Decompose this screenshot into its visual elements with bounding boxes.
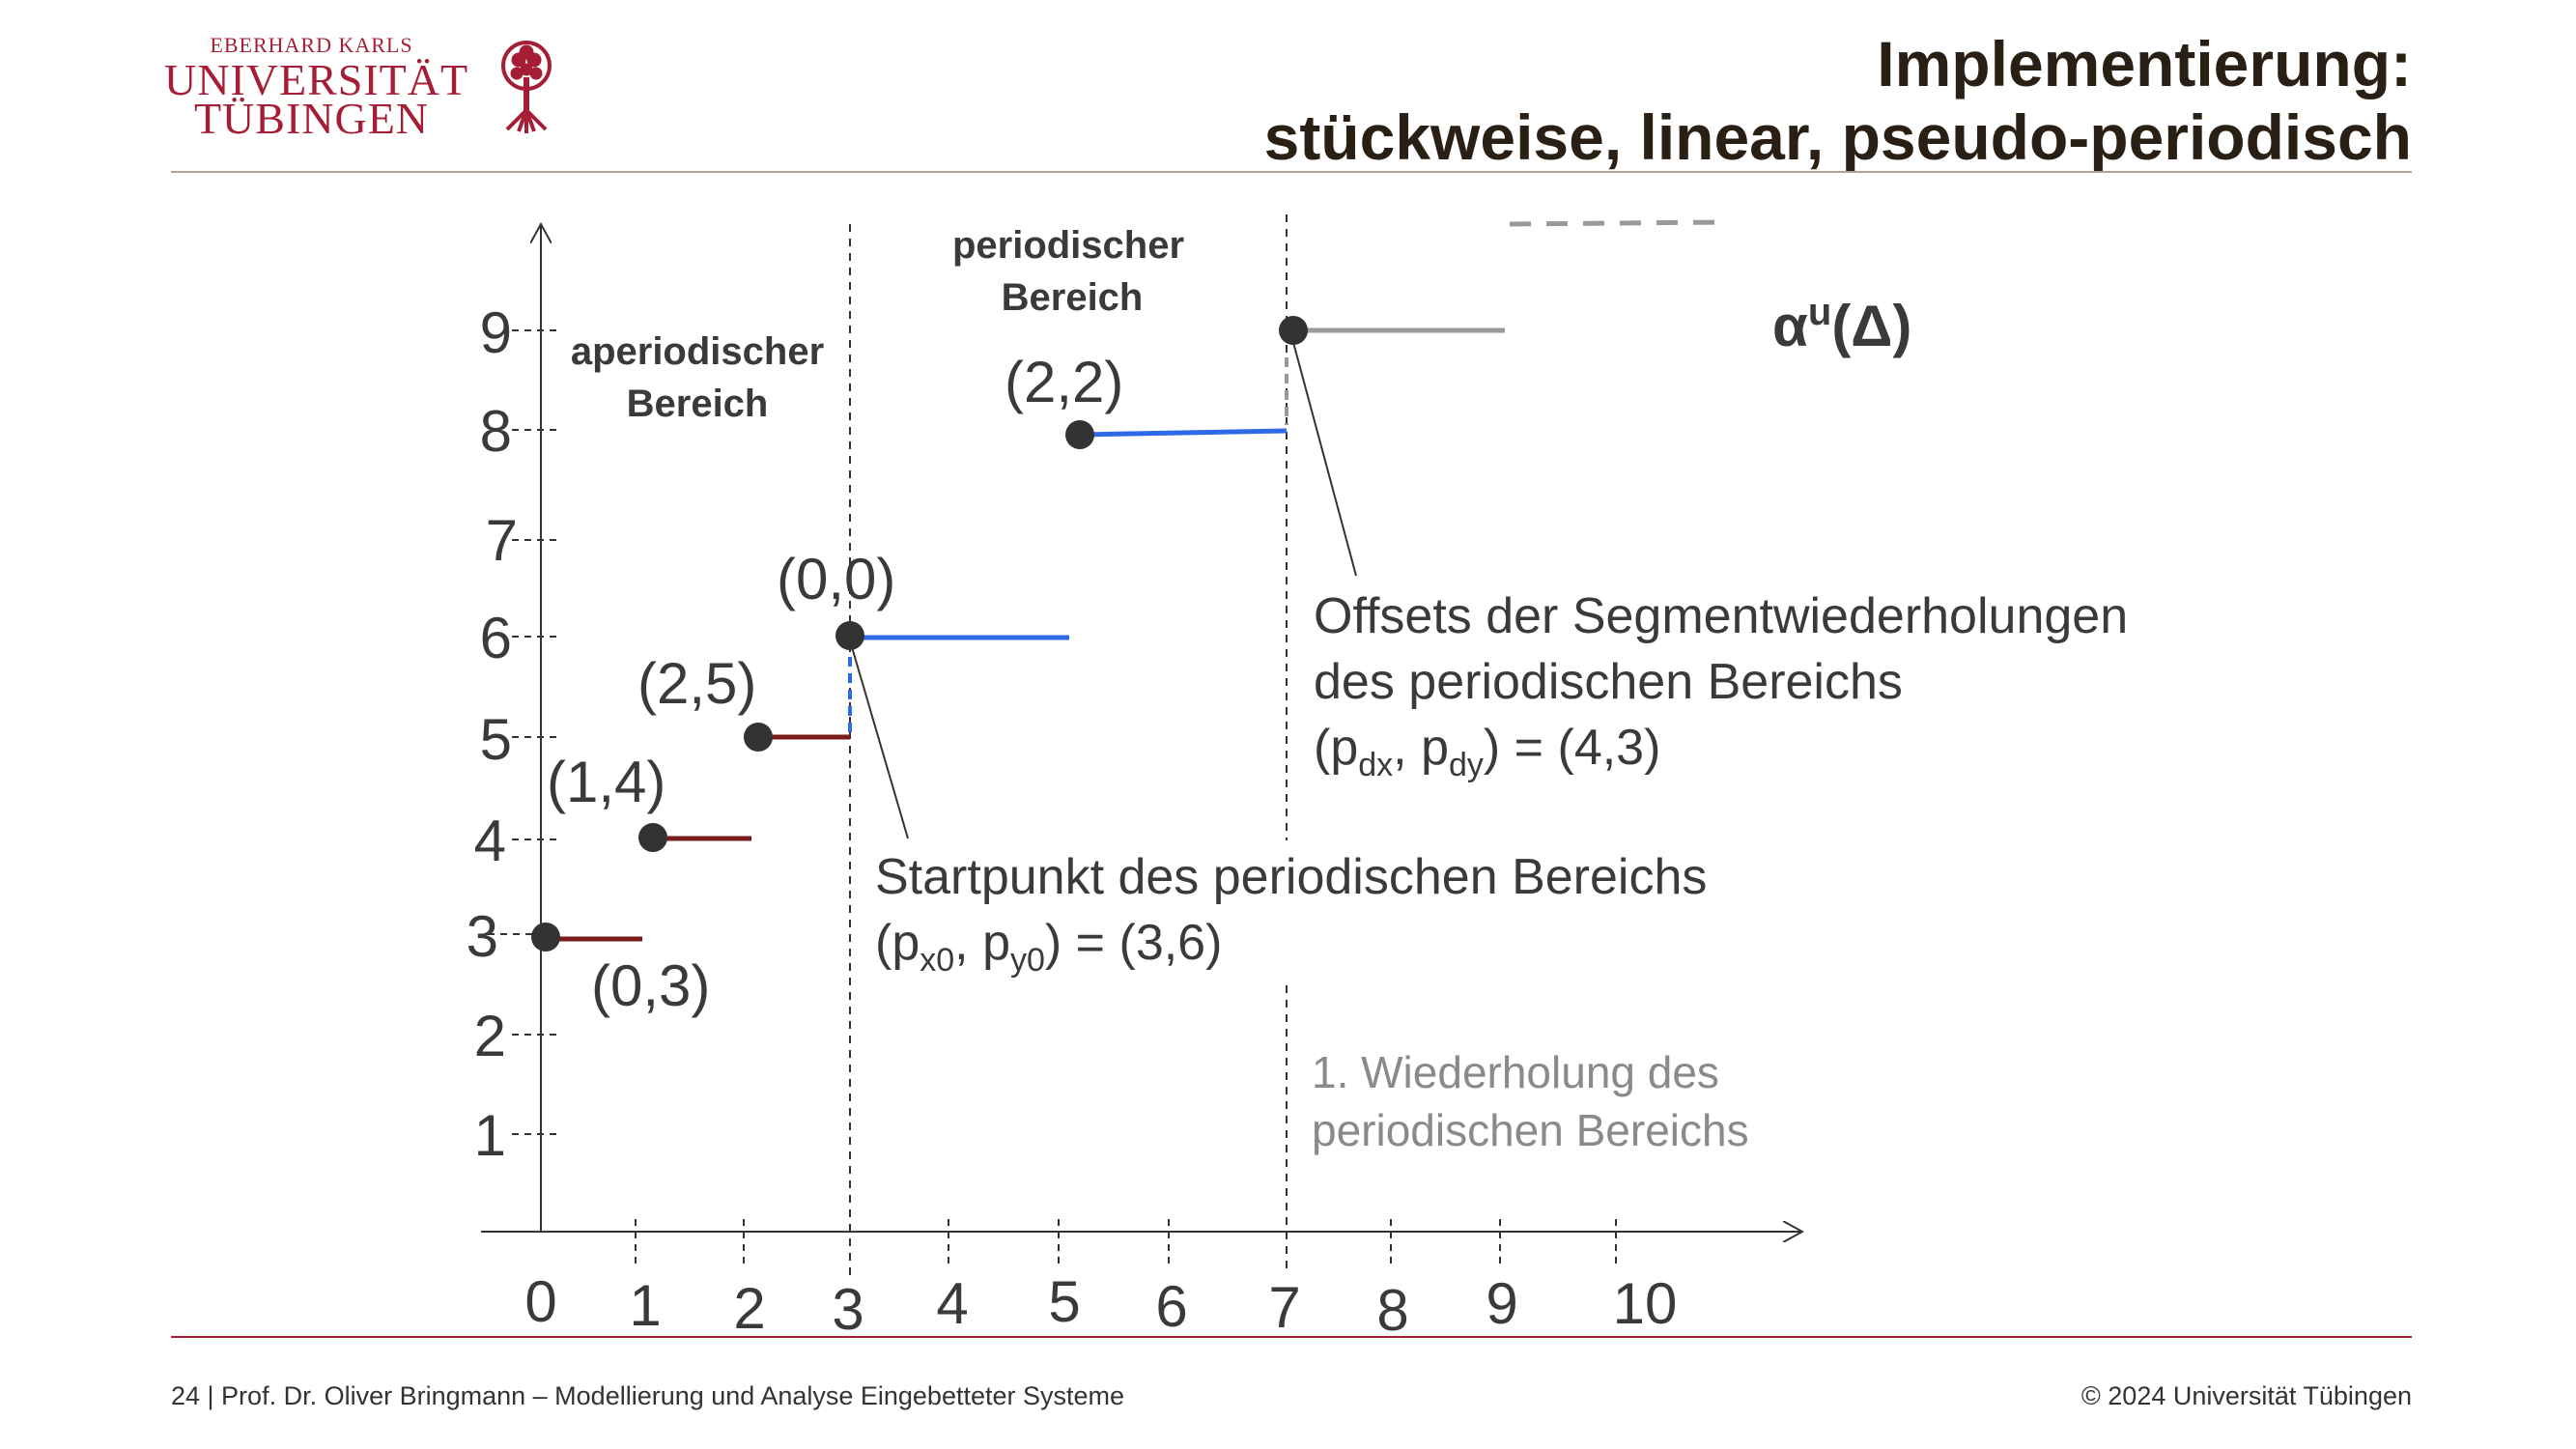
label-point-0-0: (0,0) [777, 547, 895, 611]
aperiodic-region-label-1: aperiodischer [571, 330, 824, 373]
label-point-2-2: (2,2) [1005, 350, 1123, 414]
offsets-annotation-line-2: des periodischen Bereichs [1314, 654, 1903, 710]
x-tick-label: 0 [524, 1269, 556, 1334]
x-tick-label: 10 [1613, 1271, 1678, 1336]
y-tick-label: 8 [480, 399, 512, 464]
offsets-annotation-line-3: (pdx, pdy) = (4,3) [1314, 720, 1660, 783]
y-tick-label: 2 [474, 1004, 506, 1068]
logo-line-3: TÜBINGEN [193, 94, 430, 143]
periodic-region-label-1: periodischer [952, 224, 1184, 267]
label-point-1-4: (1,4) [547, 750, 665, 814]
start-point-annotation-line-2: (px0, py0) = (3,6) [875, 915, 1222, 979]
y-tick-label: 4 [474, 809, 506, 873]
point-2-5 [744, 723, 773, 752]
y-tick-label: 1 [474, 1103, 506, 1168]
legend-dash [1509, 219, 1725, 227]
footer-left-text: 24 | Prof. Dr. Oliver Bringmann – Modell… [171, 1381, 1125, 1410]
y-tick-label: 5 [480, 707, 512, 772]
header-rule [171, 171, 2412, 173]
y-tick-label: 3 [467, 904, 498, 969]
x-tick-label: 1 [629, 1273, 661, 1338]
footer-copyright: © 2024 Universität Tübingen [2081, 1381, 2412, 1410]
repeat-annotation-line-1: 1. Wiederholung des [1312, 1047, 1719, 1097]
y-tick-label: 6 [480, 606, 512, 670]
x-tick-label: 3 [832, 1277, 863, 1342]
offsets-annotation-line-1: Offsets der Segmentwiederholungen [1314, 588, 2128, 644]
logo-line-2: UNIVERSITÄT [164, 55, 469, 104]
x-tick-label: 9 [1486, 1271, 1517, 1336]
point-periodic-start [835, 621, 864, 650]
logo-line-1: EBERHARD KARLS [210, 33, 413, 57]
x-tick-label: 8 [1376, 1278, 1408, 1343]
slide-title-line-2: stückweise, linear, pseudo-periodisch [1263, 101, 2412, 173]
aperiodic-region-label-2: Bereich [627, 383, 769, 425]
point-2-2 [1065, 420, 1094, 449]
slide-title-line-1: Implementierung: [1877, 28, 2412, 99]
tree-emblem-icon [501, 41, 552, 133]
x-tick-label: 7 [1268, 1275, 1300, 1340]
start-point-annotation-line-1: Startpunkt des periodischen Bereichs [875, 849, 1707, 905]
curve-label: αu(Δ) [1772, 291, 1911, 358]
y-tick-label: 7 [486, 508, 518, 573]
label-point-2-5: (2,5) [637, 651, 756, 716]
pointer-start [849, 639, 909, 839]
x-tick-label: 6 [1155, 1274, 1187, 1339]
pointer-offsets [1290, 334, 1357, 577]
footer-rule [171, 1336, 2412, 1338]
x-tick-label: 2 [733, 1276, 765, 1341]
y-tick-label: 9 [480, 300, 512, 365]
x-tick-label: 5 [1048, 1269, 1080, 1334]
label-point-0-3: (0,3) [591, 953, 710, 1018]
point-1-4 [638, 823, 667, 852]
point-repeat [1279, 316, 1308, 345]
segment-periodic-2 [1079, 428, 1288, 438]
x-tick-marks [635, 1219, 1617, 1265]
repeat-annotation-line-2: periodischen Bereichs [1312, 1105, 1749, 1155]
point-0-3 [531, 923, 560, 952]
periodic-region-label-2: Bereich [1002, 276, 1144, 319]
x-tick-label: 4 [936, 1271, 968, 1336]
